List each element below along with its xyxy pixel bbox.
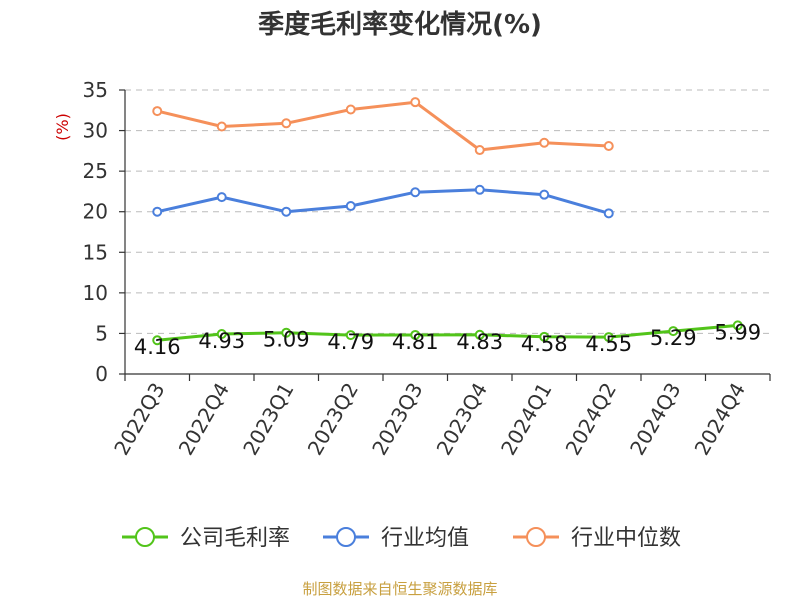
y-tick-label: 35 <box>83 78 108 102</box>
x-tick-label: 2024Q2 <box>561 379 621 460</box>
data-point <box>345 201 356 212</box>
y-tick-label: 15 <box>83 240 108 264</box>
legend-marker <box>135 527 155 547</box>
data-point <box>216 121 227 132</box>
data-point <box>152 335 163 346</box>
series-0 <box>152 320 743 346</box>
legend-item-2: 行业中位数 <box>513 526 681 551</box>
y-tick-label: 5 <box>95 321 108 345</box>
x-tick-label: 2023Q3 <box>367 379 427 460</box>
y-tick-label: 10 <box>83 281 108 305</box>
data-point <box>603 140 614 151</box>
y-tick-label: 25 <box>83 159 108 183</box>
data-point <box>152 206 163 217</box>
series-line-0 <box>157 323 738 342</box>
legend-label: 公司毛利率 <box>180 526 290 551</box>
data-point <box>474 184 485 195</box>
data-point <box>539 189 550 200</box>
series <box>152 97 743 346</box>
data-point <box>216 192 227 203</box>
data-point <box>281 327 292 338</box>
data-labels: 4.16 4.93 5.09 4.79 4.81 4.83 4.58 4.55 5.29 5.99 <box>134 320 761 359</box>
data-point <box>539 331 550 342</box>
data-point <box>216 328 227 339</box>
series-1 <box>152 184 614 219</box>
data-label: 5.99 <box>714 320 761 344</box>
legend-label: 行业均值 <box>381 526 469 551</box>
series-2 <box>152 97 614 156</box>
data-point <box>410 97 421 108</box>
x-tick-label: 2023Q1 <box>238 379 298 460</box>
data-point <box>410 187 421 198</box>
data-label: 4.58 <box>521 332 568 356</box>
data-point <box>410 329 421 340</box>
x-tick-label: 2022Q4 <box>174 379 234 460</box>
data-point <box>474 145 485 156</box>
x-tick-label: 2022Q3 <box>109 379 169 460</box>
data-point <box>152 106 163 117</box>
data-point <box>603 208 614 219</box>
legend-item-1: 行业均值 <box>323 526 469 551</box>
y-tick-label: 0 <box>95 362 108 386</box>
y-tick-label: 20 <box>83 200 108 224</box>
series-line-2 <box>156 100 609 152</box>
x-tick-label: 2023Q2 <box>303 379 363 460</box>
series-line-1 <box>156 188 610 215</box>
data-label: 4.93 <box>198 329 245 353</box>
legend-item-0: 公司毛利率 <box>122 526 290 551</box>
legend: 公司毛利率 行业均值 行业中位数 <box>122 526 681 551</box>
data-label: 5.29 <box>650 326 697 350</box>
data-label: 4.16 <box>134 335 181 359</box>
data-point <box>281 206 292 217</box>
data-point <box>539 137 550 148</box>
x-tick-label: 2024Q1 <box>496 379 556 460</box>
legend-marker <box>526 527 546 547</box>
data-label: 4.79 <box>327 330 374 354</box>
data-point <box>668 326 679 337</box>
legend-marker <box>336 527 356 547</box>
data-point <box>474 329 485 340</box>
data-label: 4.81 <box>392 330 439 354</box>
data-point <box>603 332 614 343</box>
data-point <box>281 118 292 129</box>
source-note: 制图数据来自恒生聚源数据库 <box>302 580 497 598</box>
data-point <box>345 330 356 341</box>
data-point <box>345 104 356 115</box>
data-label: 5.09 <box>263 328 310 352</box>
y-tick-label: 30 <box>83 119 108 143</box>
legend-label: 行业中位数 <box>571 526 681 551</box>
data-point <box>732 320 743 331</box>
x-tick-label: 2024Q4 <box>690 379 750 460</box>
y-axis-unit: (%) <box>53 113 72 141</box>
data-label: 4.55 <box>585 332 632 356</box>
chart-title: 季度毛利率变化情况(%) <box>258 9 542 40</box>
data-label: 4.83 <box>456 330 503 354</box>
x-tick-label: 2023Q4 <box>432 379 492 460</box>
x-tick-label: 2024Q3 <box>625 379 685 460</box>
